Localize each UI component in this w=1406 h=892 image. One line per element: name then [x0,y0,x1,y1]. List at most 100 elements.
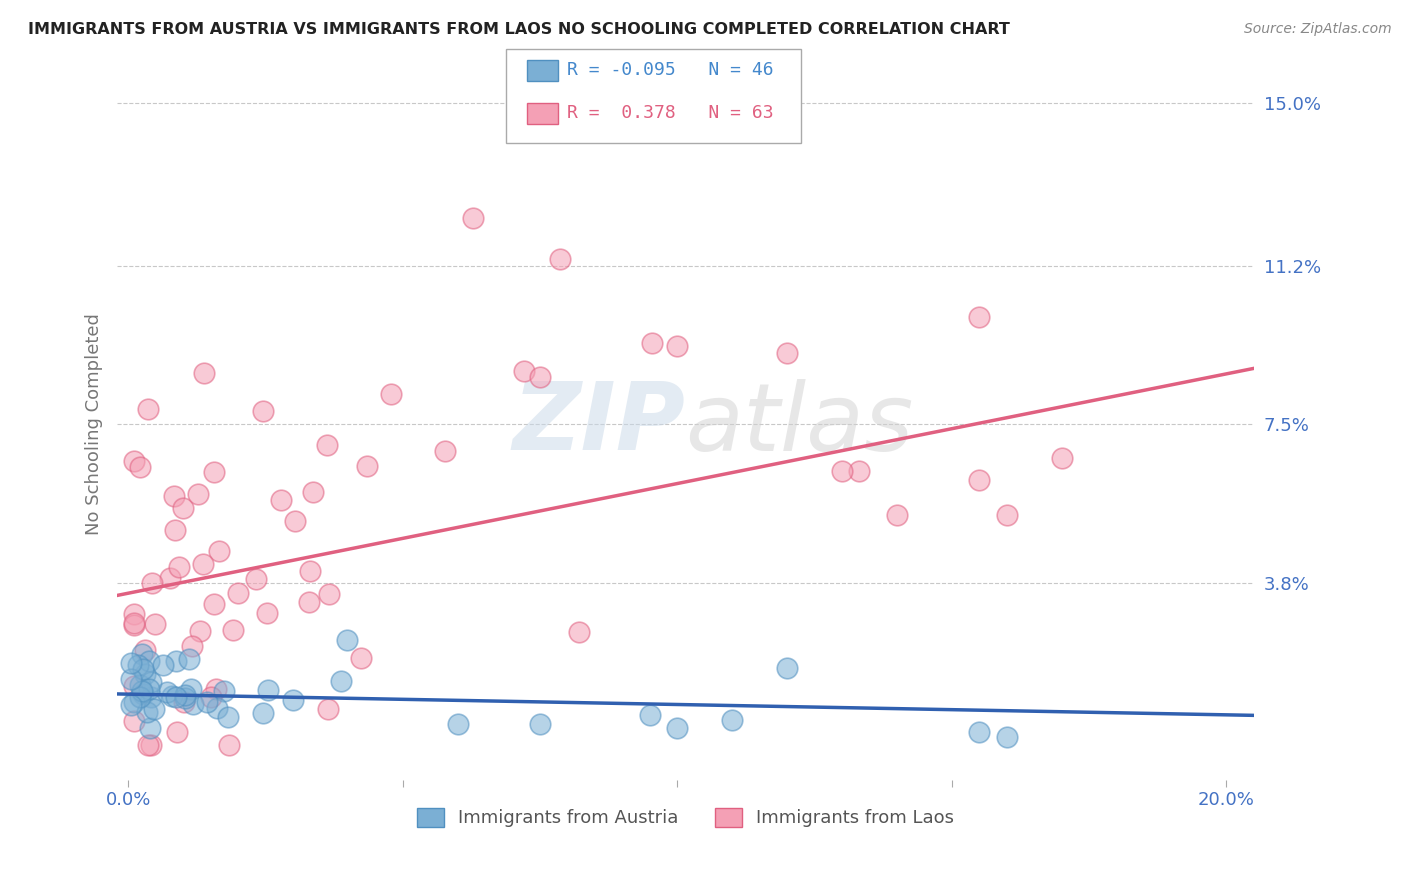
Point [141,575,163,590]
Point [318,702,340,716]
Point [127,657,149,672]
Point [188,624,211,639]
Text: R =  0.378   N = 63: R = 0.378 N = 63 [567,104,773,122]
Point [848,465,870,479]
Point [141,739,163,753]
Point [529,717,551,731]
Point [529,369,551,384]
Point [166,725,188,739]
Point [152,658,174,673]
Point [120,698,142,713]
Text: Source: ZipAtlas.com: Source: ZipAtlas.com [1244,22,1392,37]
Text: atlas: atlas [686,378,914,469]
Point [155,685,177,699]
Point [141,690,163,704]
Point [177,652,200,666]
Point [162,689,184,703]
Point [122,680,145,694]
Point [143,617,166,632]
Point [122,454,145,468]
Text: IMMIGRANTS FROM AUSTRIA VS IMMIGRANTS FROM LAOS NO SCHOOLING COMPLETED CORRELATI: IMMIGRANTS FROM AUSTRIA VS IMMIGRANTS FR… [28,22,1010,37]
Point [122,615,145,630]
Point [172,500,194,515]
Point [128,678,150,692]
Point [204,681,226,696]
Point [202,598,225,612]
Point [181,639,204,653]
Point [134,666,156,681]
Point [995,508,1018,522]
Point [141,674,163,689]
Point [446,717,468,731]
Point [183,697,205,711]
Point [329,674,352,689]
Point [205,701,228,715]
Point [200,690,222,705]
Text: ZIP: ZIP [513,378,686,470]
Point [886,508,908,522]
Point [256,606,278,620]
Point [143,702,166,716]
Point [969,473,991,487]
Point [776,345,799,359]
Point [136,705,159,719]
Point [202,465,225,479]
Point [217,710,239,724]
Point [120,657,142,671]
Point [165,690,187,704]
Point [641,336,664,351]
Point [548,252,571,266]
Point [132,662,155,676]
Point [666,721,689,735]
Point [193,366,215,380]
Point [131,647,153,661]
Point [129,459,152,474]
Point [228,585,250,599]
Text: R = -0.095   N = 46: R = -0.095 N = 46 [567,62,773,79]
Point [218,739,240,753]
Point [298,564,321,578]
Point [173,696,195,710]
Point [138,739,160,753]
Point [187,486,209,500]
Point [122,607,145,621]
Point [356,458,378,473]
Point [380,387,402,401]
Point [995,730,1018,744]
Point [461,211,484,226]
Point [139,721,162,735]
Point [283,692,305,706]
Point [434,444,457,458]
Point [159,571,181,585]
Point [165,524,187,538]
Point [245,572,267,586]
Point [350,651,373,665]
Point [270,493,292,508]
Legend: Immigrants from Austria, Immigrants from Laos: Immigrants from Austria, Immigrants from… [409,801,962,835]
Point [298,595,321,609]
Point [132,687,155,701]
Point [167,560,190,574]
Point [129,690,152,704]
Point [163,489,186,503]
Point [136,402,159,417]
Point [513,364,536,378]
Point [131,684,153,698]
Point [638,708,661,723]
Point [315,438,337,452]
Point [208,544,231,558]
Point [302,484,325,499]
Point [197,695,219,709]
Point [191,558,214,572]
Point [252,403,274,417]
Point [138,681,160,696]
Point [165,654,187,668]
Point [831,464,853,478]
Point [222,623,245,637]
Point [122,695,145,709]
Point [776,661,799,675]
Point [122,714,145,729]
Point [122,618,145,632]
Point [252,706,274,720]
Point [120,673,142,687]
